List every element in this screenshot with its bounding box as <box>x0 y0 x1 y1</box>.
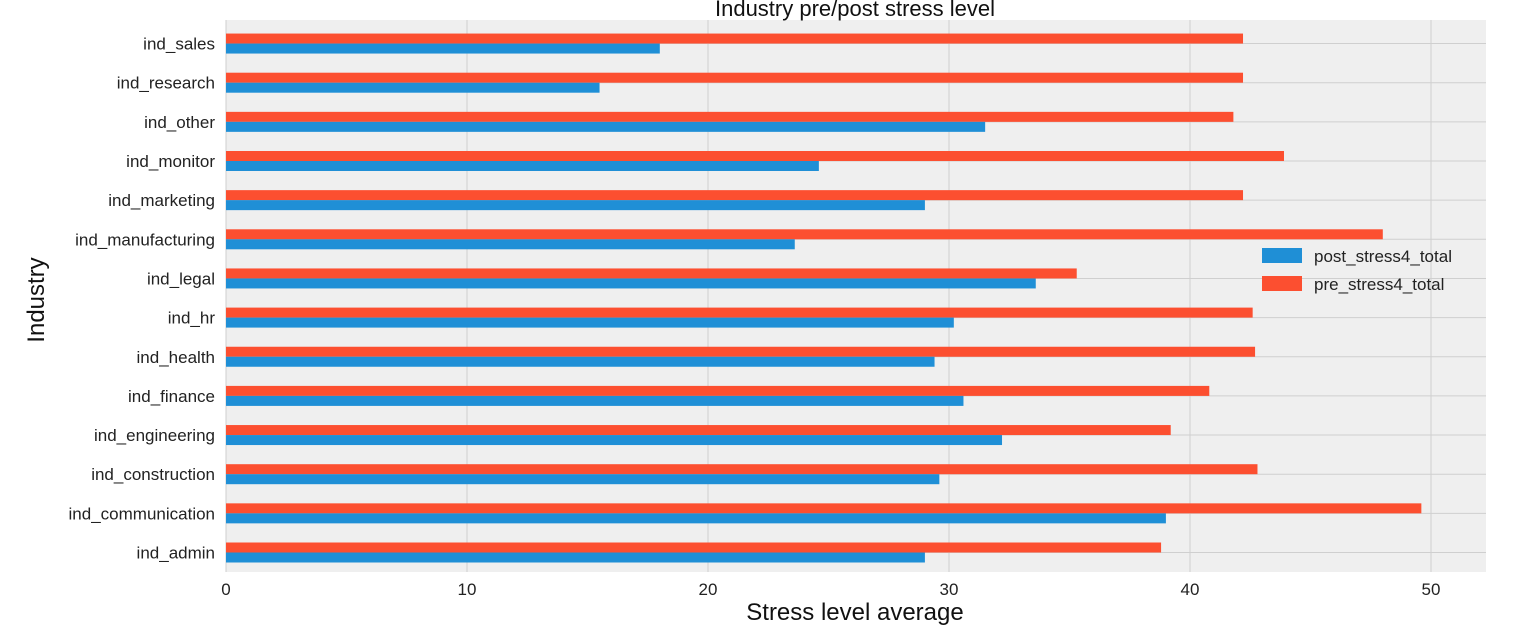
bar-pre-ind_health <box>226 346 1256 357</box>
plot-background <box>226 20 1486 572</box>
y-tick-label: ind_construction <box>91 465 215 484</box>
bar-post-ind_sales <box>226 43 660 54</box>
y-tick-label: ind_legal <box>147 269 215 288</box>
x-tick-label: 10 <box>458 580 477 599</box>
bar-pre-ind_legal <box>226 268 1077 279</box>
y-tick-label: ind_sales <box>143 35 215 54</box>
category-labels: ind_admin ind_communication ind_constructi… <box>69 35 216 563</box>
y-tick-label: ind_research <box>117 74 215 93</box>
bar-pre-ind_other <box>226 111 1234 122</box>
bar-pre-ind_sales <box>226 33 1244 44</box>
legend-swatch-pre <box>1262 276 1302 291</box>
bars <box>226 33 1422 563</box>
y-tick-label: ind_health <box>137 348 215 367</box>
x-axis-title: Stress level average <box>746 599 963 626</box>
bar-post-ind_hr <box>226 317 954 328</box>
chart-title: Industry pre/post stress level <box>715 0 995 21</box>
bar-post-ind_manufacturing <box>226 239 795 250</box>
y-tick-label: ind_other <box>144 113 215 132</box>
x-tick-label: 30 <box>940 580 959 599</box>
bar-post-ind_monitor <box>226 161 819 171</box>
bar-pre-ind_marketing <box>226 190 1244 201</box>
bar-post-ind_engineering <box>226 435 1003 446</box>
legend-label-post: post_stress4_total <box>1314 247 1452 266</box>
bar-pre-ind_monitor <box>226 151 1284 161</box>
bar-post-ind_legal <box>226 278 1036 289</box>
bar-post-ind_construction <box>226 474 940 485</box>
bar-pre-ind_construction <box>226 464 1258 475</box>
bar-post-ind_other <box>226 121 986 132</box>
x-tick-label: 40 <box>1181 580 1200 599</box>
bar-pre-ind_admin <box>226 542 1162 553</box>
bar-post-ind_research <box>226 82 600 93</box>
bar-pre-ind_engineering <box>226 425 1171 436</box>
y-tick-label: ind_monitor <box>126 152 215 171</box>
legend: post_stress4_total pre_stress4_total <box>1262 247 1452 294</box>
y-axis-title: Industry <box>23 257 50 342</box>
y-tick-label: ind_admin <box>137 544 215 563</box>
y-tick-label: ind_hr <box>168 309 216 328</box>
bar-pre-ind_manufacturing <box>226 229 1383 240</box>
x-tick-label: 20 <box>699 580 718 599</box>
legend-swatch-post <box>1262 248 1302 263</box>
bar-pre-ind_communication <box>226 503 1422 514</box>
y-tick-label: ind_finance <box>128 387 215 406</box>
bar-post-ind_communication <box>226 513 1166 524</box>
y-tick-label: ind_communication <box>69 504 215 523</box>
bar-pre-ind_research <box>226 72 1244 83</box>
bar-post-ind_admin <box>226 552 925 563</box>
bar-post-ind_marketing <box>226 200 925 211</box>
bar-post-ind_health <box>226 356 935 367</box>
y-tick-label: ind_manufacturing <box>75 230 215 249</box>
x-tick-label: 0 <box>221 580 230 599</box>
bar-post-ind_finance <box>226 395 964 406</box>
y-tick-label: ind_marketing <box>108 191 215 210</box>
legend-label-pre: pre_stress4_total <box>1314 275 1444 294</box>
bar-pre-ind_finance <box>226 385 1210 396</box>
y-tick-label: ind_engineering <box>94 426 215 445</box>
x-tick-labels: 0 10 20 30 40 50 <box>221 580 1440 599</box>
bar-pre-ind_hr <box>226 307 1253 318</box>
x-tick-label: 50 <box>1422 580 1441 599</box>
